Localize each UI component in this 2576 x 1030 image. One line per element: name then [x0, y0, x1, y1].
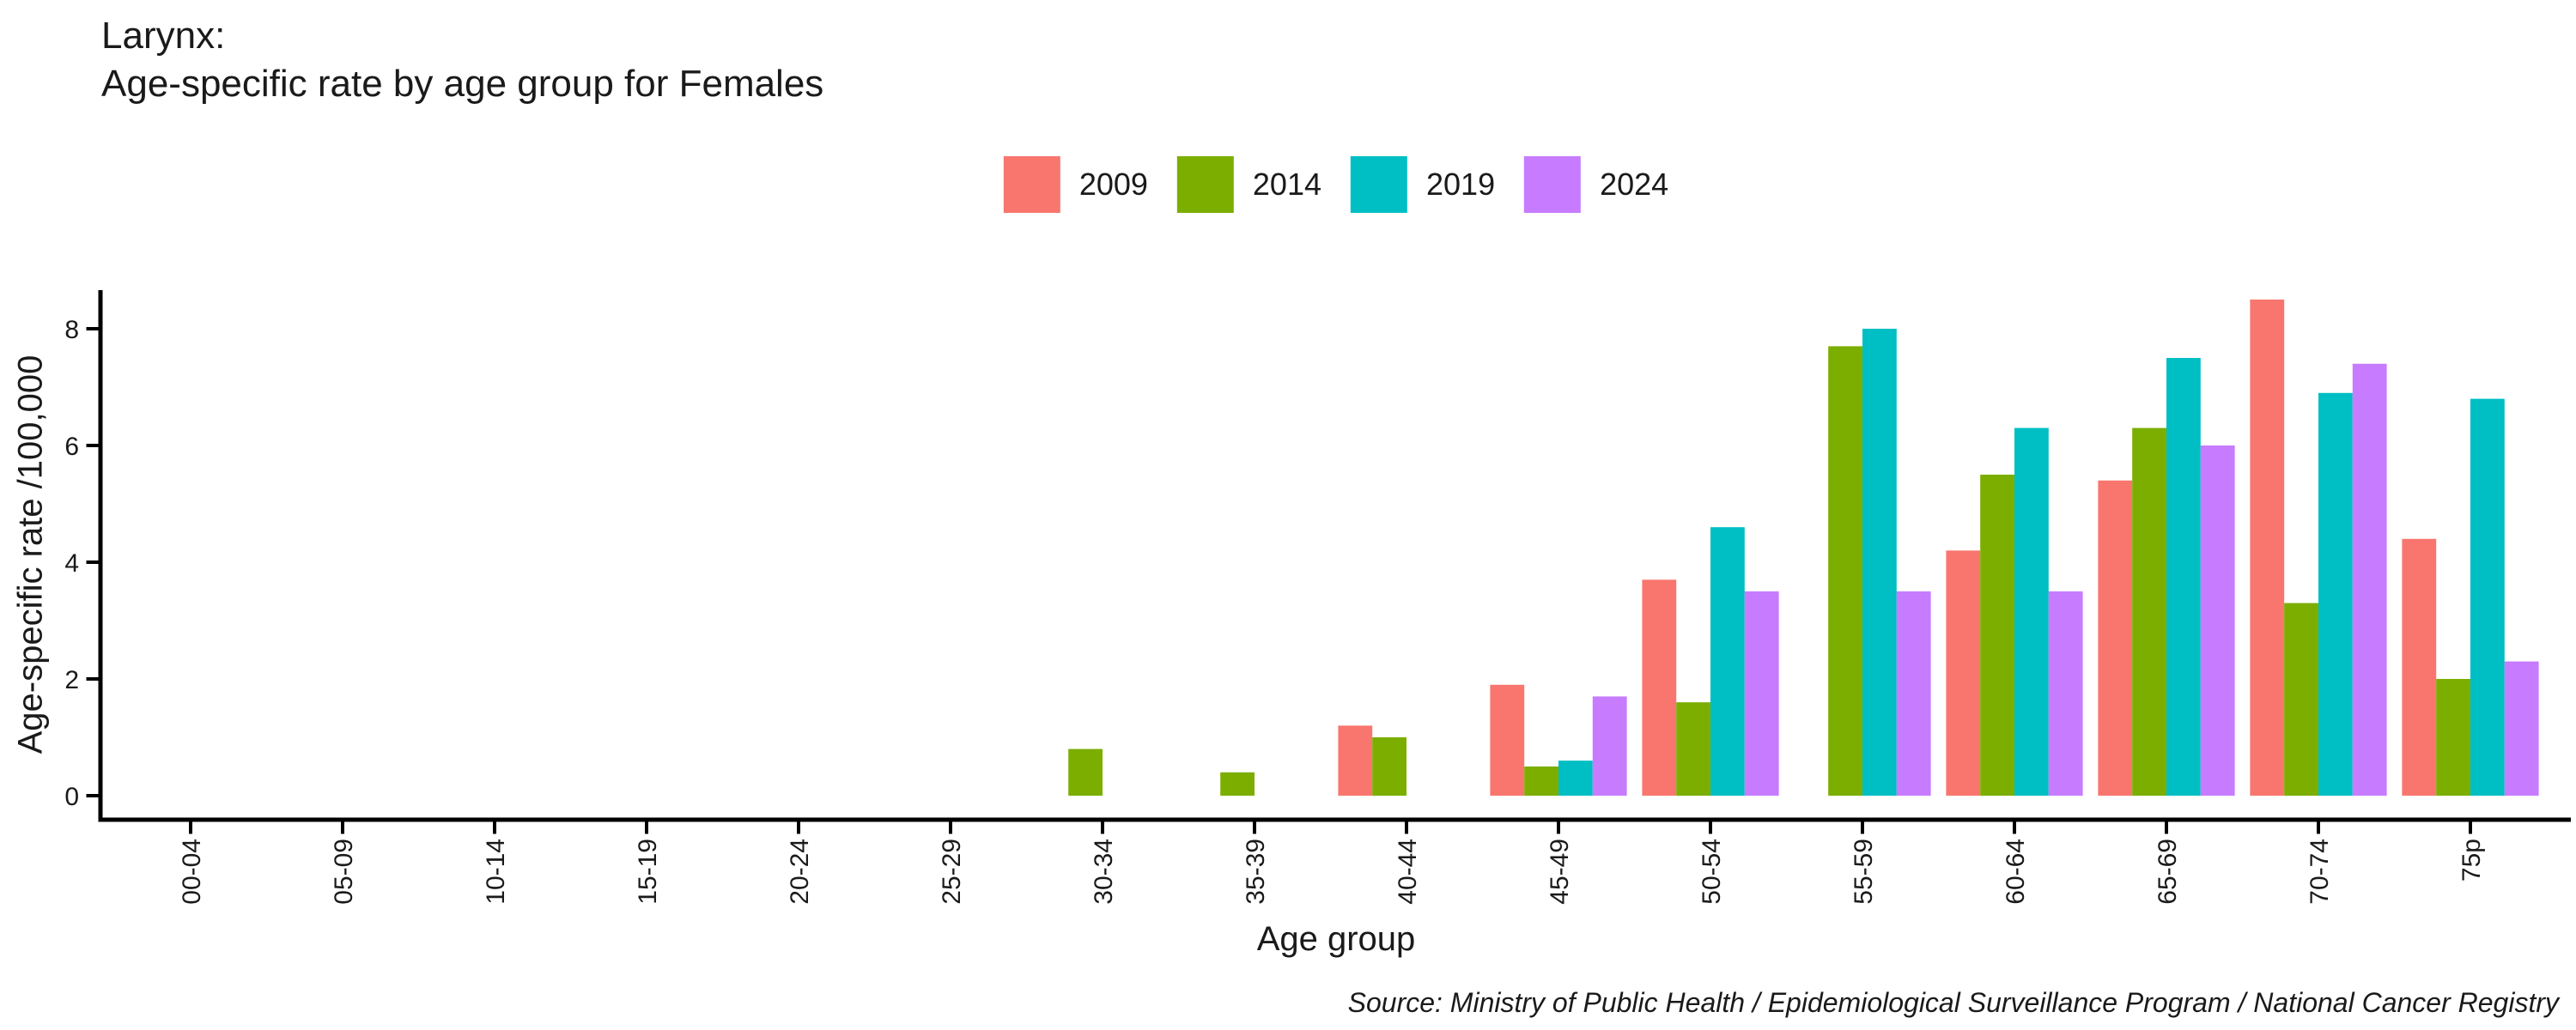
chart-title-line1: Larynx:	[101, 15, 226, 57]
legend-item-2009: 2009	[1003, 156, 1148, 213]
bar-50-54-2014	[1676, 702, 1710, 796]
x-tick-label-60-64: 60-64	[2002, 839, 2030, 905]
x-tick-label-50-54: 50-54	[1698, 839, 1726, 905]
bar-45-49-2009	[1490, 684, 1525, 796]
y-tick-label: 8	[64, 316, 79, 344]
legend-swatch-2014	[1176, 156, 1234, 213]
legend-swatch-2019	[1351, 156, 1407, 213]
legend-swatch-2024	[1524, 156, 1582, 213]
bar-65-69-2024	[2200, 445, 2235, 796]
bar-75p-2024	[2504, 661, 2539, 796]
x-tick-label-55-59: 55-59	[1850, 839, 1878, 905]
bar-45-49-2014	[1524, 766, 1558, 796]
x-tick-label-05-09: 05-09	[330, 839, 358, 905]
bar-70-74-2024	[2352, 363, 2387, 796]
legend: 2009 2014 2019 2024	[1003, 156, 1668, 213]
x-tick-label-35-39: 35-39	[1242, 839, 1270, 905]
x-axis-title: Age group	[1256, 920, 1416, 958]
bar-35-39-2014	[1220, 772, 1255, 796]
bar-55-59-2019	[1862, 329, 1897, 796]
bar-40-44-2014	[1372, 737, 1406, 796]
bar-45-49-2024	[1592, 696, 1627, 796]
bar-75p-2014	[2436, 679, 2470, 796]
bar-55-59-2024	[1896, 591, 1931, 796]
bar-50-54-2024	[1744, 591, 1779, 796]
x-tick-label-15-19: 15-19	[634, 839, 662, 905]
bar-60-64-2019	[2014, 427, 2049, 796]
bar-75p-2019	[2470, 398, 2505, 796]
legend-item-2024: 2024	[1524, 156, 1668, 213]
chart-title: Larynx: Age-specific rate by age group f…	[101, 12, 823, 108]
x-tick-label-10-14: 10-14	[482, 839, 510, 905]
x-tick-label-45-49: 45-49	[1546, 839, 1574, 905]
x-tick-label-20-24: 20-24	[786, 839, 814, 905]
source-note: Source: Ministry of Public Health / Epid…	[1347, 987, 2559, 1018]
y-axis-title: Age-specific rate /100,000	[11, 354, 50, 754]
x-tick-label-65-69: 65-69	[2154, 839, 2182, 905]
y-tick-label: 2	[64, 666, 79, 694]
bar-70-74-2009	[2250, 300, 2285, 796]
y-tick-label: 4	[64, 549, 79, 578]
chart-title-line2: Age-specific rate by age group for Femal…	[101, 63, 824, 105]
x-tick-label-30-34: 30-34	[1090, 839, 1118, 905]
bar-50-54-2019	[1710, 527, 1745, 796]
legend-item-2019: 2019	[1351, 156, 1495, 213]
bar-40-44-2009	[1338, 725, 1373, 796]
legend-label: 2019	[1426, 167, 1496, 202]
legend-label: 2024	[1600, 167, 1669, 202]
bar-50-54-2009	[1642, 579, 1677, 796]
legend-swatch-2009	[1003, 156, 1060, 213]
x-tick-label-75p: 75p	[2458, 839, 2486, 882]
bar-75p-2009	[2402, 538, 2437, 796]
x-tick-label-40-44: 40-44	[1394, 839, 1422, 905]
bar-30-34-2014	[1068, 748, 1103, 796]
y-tick-label: 0	[64, 783, 79, 811]
x-tick-label-70-74: 70-74	[2306, 839, 2334, 905]
y-tick-label: 6	[64, 433, 79, 461]
bar-65-69-2014	[2132, 427, 2166, 796]
legend-label: 2014	[1252, 167, 1321, 202]
bar-65-69-2019	[2166, 358, 2201, 796]
legend-item-2014: 2014	[1176, 156, 1321, 213]
bar-60-64-2014	[1980, 475, 2014, 796]
bar-55-59-2014	[1828, 346, 1862, 796]
x-tick-label-25-29: 25-29	[938, 839, 966, 905]
x-tick-label-00-04: 00-04	[178, 839, 206, 905]
bar-70-74-2019	[2318, 392, 2353, 796]
bar-65-69-2009	[2098, 480, 2133, 796]
bar-45-49-2019	[1558, 760, 1593, 796]
bar-60-64-2024	[2048, 591, 2083, 796]
bar-70-74-2014	[2284, 603, 2318, 796]
legend-label: 2009	[1078, 167, 1148, 202]
bar-60-64-2009	[1946, 550, 1981, 796]
